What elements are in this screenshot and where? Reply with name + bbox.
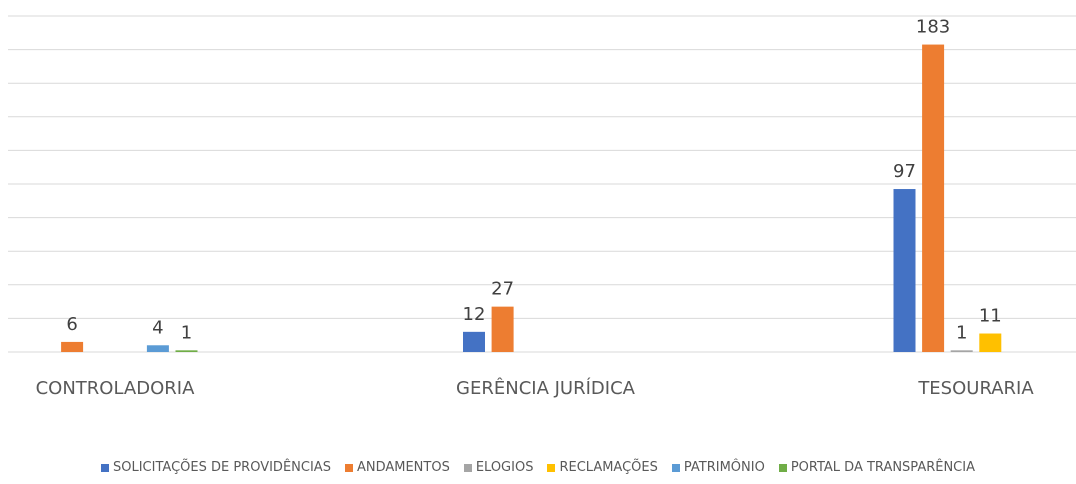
data-label: 1 [181,322,192,343]
data-label: 12 [463,304,486,325]
legend-label: RECLAMAÇÕES [559,460,658,475]
legend-label: ELOGIOS [475,460,534,475]
legend-swatch [463,463,472,472]
bar [463,331,485,352]
legend-swatch [671,463,680,472]
legend-item: ELOGIOS [463,460,534,475]
data-label: 97 [893,161,916,182]
x-tick-label: TESOURARIA [918,378,1034,399]
legend-item: PATRIMÔNIO [671,460,765,475]
legend-swatch [547,463,556,472]
data-label: 4 [152,317,163,338]
bar [979,333,1002,352]
legend-label: ANDAMENTOS [356,460,450,475]
legend-swatch [101,463,109,472]
data-label: 1 [956,322,967,343]
legend-swatch [344,463,353,472]
legend-label: SOLICITAÇÕES DE PROVIDÊNCIAS [113,460,331,475]
legend-item: PORTAL DA TRANSPARÊNCIA [778,460,975,475]
bar [146,345,169,352]
x-tick-label: CONTROLADORIA [35,378,195,399]
legend-label: PATRIMÔNIO [683,460,765,475]
bar [175,350,198,352]
data-label: 183 [916,17,950,38]
bar [491,306,514,352]
legend-item: RECLAMAÇÕES [547,460,658,475]
legend-swatch [778,463,787,472]
legend: SOLICITAÇÕES DE PROVIDÊNCIAS ANDAMENTOS EL… [0,460,1076,475]
bar [922,44,945,353]
data-label: 11 [979,306,1002,327]
bar [950,350,973,352]
data-label: 27 [491,279,514,300]
x-tick-label: GERÊNCIA JURÍDICA [456,378,635,399]
bar [893,189,916,352]
data-label: 6 [66,314,77,335]
legend-item: SOLICITAÇÕES DE PROVIDÊNCIAS [101,460,331,475]
bar [61,341,84,352]
legend-label: PORTAL DA TRANSPARÊNCIA [790,460,975,475]
legend-item: ANDAMENTOS [344,460,450,475]
